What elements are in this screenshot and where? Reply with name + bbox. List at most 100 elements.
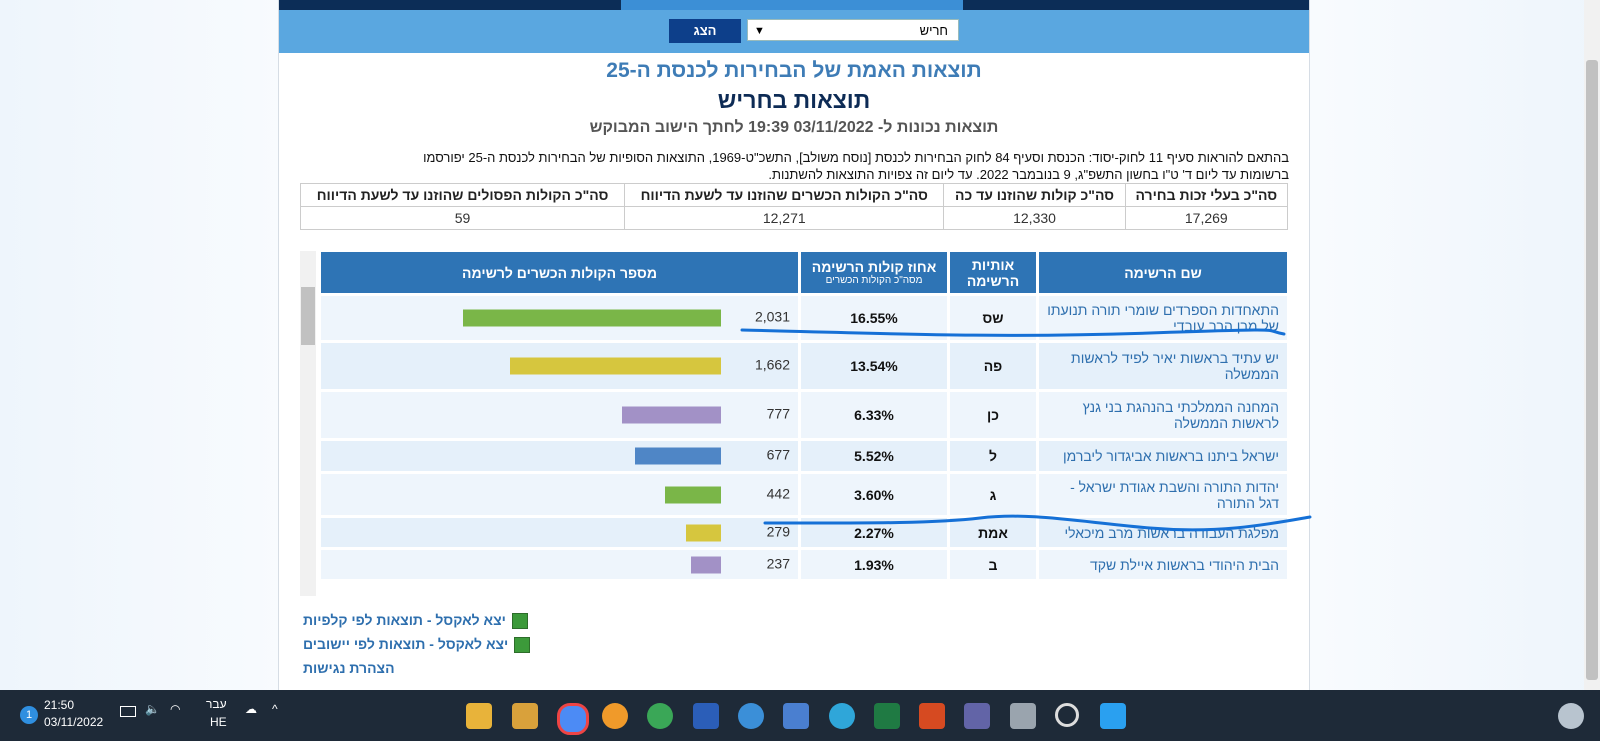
list-percent: 1.93% [801, 550, 947, 579]
excel-link[interactable]: יצא לאקסל - תוצאות לפי יישובים [303, 636, 531, 654]
col-letters: אותיות הרשימה [950, 252, 1036, 293]
summary-values: 17,269 12,330 12,271 59 [299, 206, 1289, 230]
vote-count: 237 [766, 554, 790, 571]
list-name[interactable]: הבית היהודי בראשות איילת שקד [1039, 550, 1287, 579]
app-vpn[interactable] [602, 703, 628, 729]
vote-bar [690, 556, 721, 573]
summary-header: סה"כ בעלי זכות בחירה סה"כ קולות שהוזנו ע… [299, 183, 1289, 207]
result-row: הבית היהודי בראשות איילת שקד ב 1.93% 237 [321, 550, 1287, 579]
app-chrome-2[interactable] [647, 703, 673, 729]
votes-cell: 1,662 [321, 343, 798, 389]
list-letters: כן [950, 392, 1036, 438]
col-percent: אחוז קולות הרשימה מסה"כ הקולות הכשרים [801, 252, 947, 293]
summary-value: 17,269 [1124, 206, 1289, 230]
result-row: מפלגת העבודה בראשות מרב מיכאלי אמת 2.27% 27… [321, 518, 1287, 547]
excel-link[interactable]: יצא לאקסל - תוצאות לפי קלפיות [303, 612, 528, 630]
battery-icon[interactable] [120, 706, 136, 717]
list-name[interactable]: יהדות התורה והשבת אגודת ישראל - דגל התור… [1039, 474, 1287, 515]
summary-table: סה"כ בעלי זכות בחירה סה"כ קולות שהוזנו ע… [299, 183, 1289, 230]
show-button[interactable]: הצג [669, 19, 741, 43]
excel-icon [511, 613, 528, 630]
votes-cell: 279 [321, 518, 798, 547]
page-scrollbar[interactable] [1584, 0, 1600, 690]
app-excel[interactable] [874, 703, 900, 729]
app-help[interactable] [738, 703, 764, 729]
result-row: יש עתיד בראשות יאיר לפיד לראשות הממשלה פה… [321, 343, 1287, 389]
tray-icon[interactable]: ☁ [245, 702, 257, 716]
list-name[interactable]: התאחדות הספרדים שומרי תורה תנועתו של מרן… [1039, 296, 1287, 340]
link-text[interactable]: יצא לאקסל - תוצאות לפי קלפיות [303, 612, 506, 628]
page-subtitle: תוצאות בחריש [717, 87, 871, 113]
vote-count: 279 [766, 522, 790, 539]
app-explorer[interactable] [466, 703, 492, 729]
col-percent-note: מסה"כ הקולות הכשרים [825, 275, 923, 286]
scroll-thumb[interactable] [301, 287, 315, 345]
volume-icon[interactable]: 🔈 [145, 702, 160, 716]
app-office[interactable] [919, 703, 945, 729]
clock-time[interactable]: 21:50 [44, 698, 75, 712]
col-percent-title: אחוז קולות הרשימה [811, 259, 937, 275]
notice: בהתאם להוראות סעיף 11 לחוק-יסוד: הכנסת ו… [339, 149, 1289, 183]
summary-col: סה"כ הקולות הכשרים שהוזנו עד לשעת הדיווח [624, 183, 945, 207]
vote-count: 1,662 [754, 356, 790, 373]
result-row: יהדות התורה והשבת אגודת ישראל - דגל התור… [321, 474, 1287, 515]
tray-weather[interactable] [1558, 703, 1584, 729]
status-text[interactable]: עבר [206, 697, 227, 711]
vote-bar [664, 486, 721, 503]
vote-count: 777 [766, 405, 790, 422]
vote-count: 677 [766, 446, 790, 463]
app-chrome-profile[interactable] [512, 703, 538, 729]
start-button[interactable] [1100, 703, 1126, 729]
summary-col: סה"כ הקולות הפסולים שהוזנו עד לשעת הדיוו… [299, 183, 626, 207]
results-body: התאחדות הספרדים שומרי תורה תנועתו של מרן… [321, 296, 1287, 579]
results-header: שם הרשימה אותיות הרשימה אחוז קולות הרשימ… [321, 252, 1287, 293]
list-letters: שס [950, 296, 1036, 340]
app-chrome[interactable] [557, 703, 589, 735]
clock-date[interactable]: 03/11/2022 [44, 715, 104, 729]
list-letters: ב [950, 550, 1036, 579]
list-percent: 6.33% [801, 392, 947, 438]
tray-arrow[interactable]: ^ [272, 702, 278, 716]
votes-cell: 237 [321, 550, 798, 579]
page-scroll-thumb[interactable] [1586, 60, 1598, 680]
taskbar: 1 21:50 03/11/2022 🔈 ◠ עבר HE ☁ ^ [0, 690, 1600, 741]
votes-cell: 677 [321, 441, 798, 471]
list-percent: 16.55% [801, 296, 947, 340]
app-taskview[interactable] [1010, 703, 1036, 729]
filter-bar: חריש ▼ הצג [279, 10, 1309, 53]
votes-cell: 2,031 [321, 296, 798, 340]
link-text[interactable]: יצא לאקסל - תוצאות לפי יישובים [303, 636, 509, 652]
app-search[interactable] [1055, 703, 1079, 727]
vote-bar [463, 309, 721, 327]
notification-badge[interactable]: 1 [20, 706, 38, 724]
list-name[interactable]: יש עתיד בראשות יאיר לפיד לראשות הממשלה [1039, 343, 1287, 389]
notice-line: ברשומות עד ליום ד' ט"ו בחשון התשפ"ג, 9 ב… [768, 167, 1289, 182]
votes-cell: 777 [321, 392, 798, 438]
list-name[interactable]: המחנה הממלכתי בהנהגת בני גנץ לראשות הממש… [1039, 392, 1287, 438]
notice-line: בהתאם להוראות סעיף 11 לחוק-יסוד: הכנסת ו… [423, 150, 1289, 165]
list-percent: 13.54% [801, 343, 947, 389]
city-select[interactable]: חריש ▼ [747, 19, 959, 41]
result-row: המחנה הממלכתי בהנהגת בני גנץ לראשות הממש… [321, 392, 1287, 438]
accessibility-link[interactable]: הצהרת נגישות [303, 660, 395, 676]
language[interactable]: HE [210, 715, 227, 729]
active-tab[interactable] [621, 0, 963, 10]
app-store[interactable] [783, 703, 809, 729]
list-letters: פה [950, 343, 1036, 389]
list-name[interactable]: מפלגת העבודה בראשות מרב מיכאלי [1039, 518, 1287, 547]
scrollbar[interactable] [300, 251, 316, 596]
list-percent: 2.27% [801, 518, 947, 547]
result-row: התאחדות הספרדים שומרי תורה תנועתו של מרן… [321, 296, 1287, 340]
wifi-icon[interactable]: ◠ [170, 702, 181, 716]
list-percent: 5.52% [801, 441, 947, 471]
app-edge[interactable] [829, 703, 855, 729]
app-teams[interactable] [964, 703, 990, 729]
app-word[interactable] [693, 703, 719, 729]
col-votes: מספר הקולות הכשרים לרשימה [321, 252, 798, 293]
vote-count: 2,031 [754, 308, 790, 325]
results-table: שם הרשימה אותיות הרשימה אחוז קולות הרשימ… [318, 249, 1290, 582]
content-panel: חריש ▼ הצג תוצאות האמת של הבחירות לכנסת … [278, 0, 1310, 690]
list-name[interactable]: ישראל ביתנו בראשות אביגדור ליברמן [1039, 441, 1287, 471]
